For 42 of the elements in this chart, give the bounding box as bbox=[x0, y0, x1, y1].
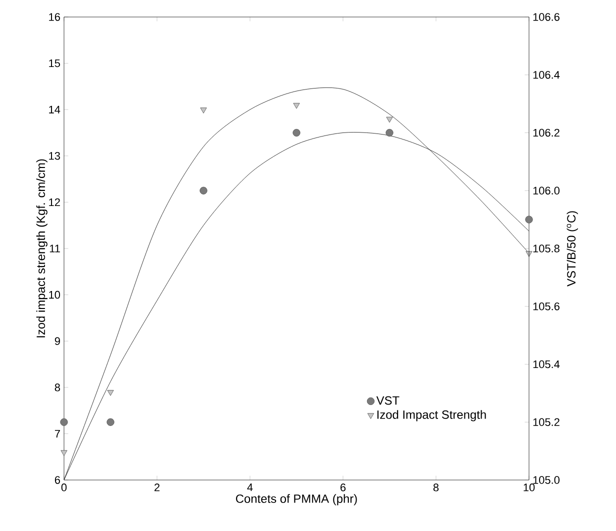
point bbox=[386, 116, 393, 123]
y-tick-label: 9 bbox=[54, 337, 60, 345]
y2-tick-label: 106.4 bbox=[533, 71, 560, 79]
x-axis-title: Contets of PMMA (phr) bbox=[236, 494, 357, 506]
y-tick-label: 7 bbox=[54, 430, 60, 438]
y2-tick-label: 106.6 bbox=[533, 13, 560, 21]
x-tick-label: 2 bbox=[154, 484, 160, 492]
y-tick-label: 14 bbox=[49, 106, 60, 114]
y-axis-title: Izod impact strength (Kgf. cm/cm) bbox=[36, 159, 48, 338]
y-tick-label: 15 bbox=[49, 59, 60, 68]
x-tick-label: 8 bbox=[433, 484, 439, 492]
y-tick-label: 10 bbox=[49, 290, 60, 299]
point bbox=[107, 390, 114, 396]
point bbox=[60, 418, 68, 426]
y-tick-label: 6 bbox=[54, 476, 60, 484]
point bbox=[525, 216, 533, 224]
x-tick-label: 0 bbox=[61, 484, 67, 492]
point bbox=[106, 418, 114, 426]
y2-tick-label: 106.0 bbox=[533, 186, 560, 195]
point bbox=[386, 128, 394, 137]
point bbox=[200, 186, 208, 194]
y2-tick-label: 105.2 bbox=[533, 418, 560, 426]
legend-label: VST bbox=[376, 396, 400, 405]
x-tick-label: 6 bbox=[340, 484, 346, 492]
y-tick-label: 13 bbox=[49, 152, 60, 160]
point bbox=[60, 450, 68, 456]
legend-label: Izod Impact Strength bbox=[377, 410, 486, 422]
y-tick-label: 12 bbox=[49, 198, 60, 206]
y2-tick-label: 105.8 bbox=[533, 244, 560, 252]
point bbox=[293, 102, 300, 109]
point bbox=[292, 128, 300, 137]
y2-axis-title: VST/B/50 ($^{o}$C) bbox=[566, 211, 578, 286]
x-tick-label: 10 bbox=[524, 484, 535, 492]
y-tick-label: 8 bbox=[54, 384, 60, 392]
y-tick-label: 16 bbox=[49, 13, 60, 21]
x-tick-label: 4 bbox=[247, 484, 253, 492]
y-tick-label: 11 bbox=[50, 244, 60, 252]
y2-tick-label: 105.4 bbox=[533, 360, 560, 368]
y2-tick-label: 106.2 bbox=[533, 128, 560, 137]
point bbox=[200, 108, 207, 114]
y2-tick-label: 105.0 bbox=[533, 476, 560, 484]
y2-tick-label: 105.6 bbox=[533, 302, 560, 310]
